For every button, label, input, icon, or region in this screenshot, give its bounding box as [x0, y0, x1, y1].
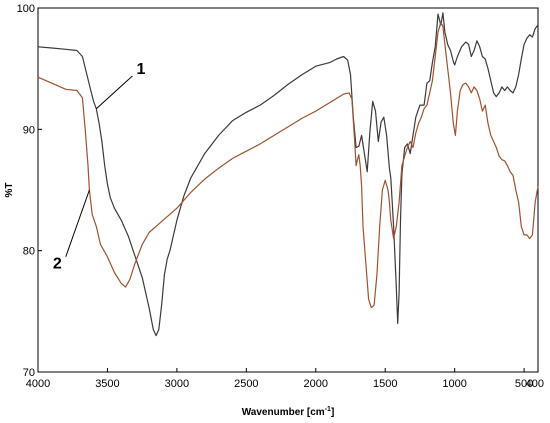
- x-axis-title-close: ]: [331, 407, 334, 418]
- x-tick-label: 3500: [95, 378, 119, 390]
- y-axis-title: %T: [4, 183, 15, 198]
- series-line-2: [37, 22, 539, 309]
- x-tick-label: 4000: [26, 378, 50, 390]
- y-axis-ticks: 70 80 90 100: [17, 3, 42, 379]
- x-axis-title-sup: -1: [325, 406, 331, 413]
- annotation-leader-2: [65, 189, 90, 257]
- x-tick-label: 1000: [442, 378, 466, 390]
- x-tick-label: 2000: [304, 378, 328, 390]
- x-axis-title: Wavenumber [cm-1]: [242, 406, 335, 418]
- x-tick-label: 2500: [234, 378, 258, 390]
- x-axis-title-main: Wavenumber [cm: [242, 407, 325, 418]
- annotation-label-2: 2: [53, 256, 62, 273]
- y-tick-label: 100: [17, 3, 35, 15]
- series-line-1: [37, 12, 539, 337]
- y-tick-label: 90: [23, 124, 35, 136]
- plot-frame: [37, 7, 539, 373]
- x-tick-label: 3000: [165, 378, 189, 390]
- x-tick-label: 1500: [373, 378, 397, 390]
- y-tick-label: 80: [23, 246, 35, 258]
- x-tick-label: 500: [515, 378, 533, 390]
- annotation-layer: 12: [53, 61, 146, 273]
- x-tick-label: 400: [526, 378, 544, 390]
- annotation-label-1: 1: [136, 61, 145, 78]
- series-layer: [37, 12, 539, 337]
- annotation-leader-1: [95, 75, 133, 110]
- y-tick-label: 70: [23, 367, 35, 379]
